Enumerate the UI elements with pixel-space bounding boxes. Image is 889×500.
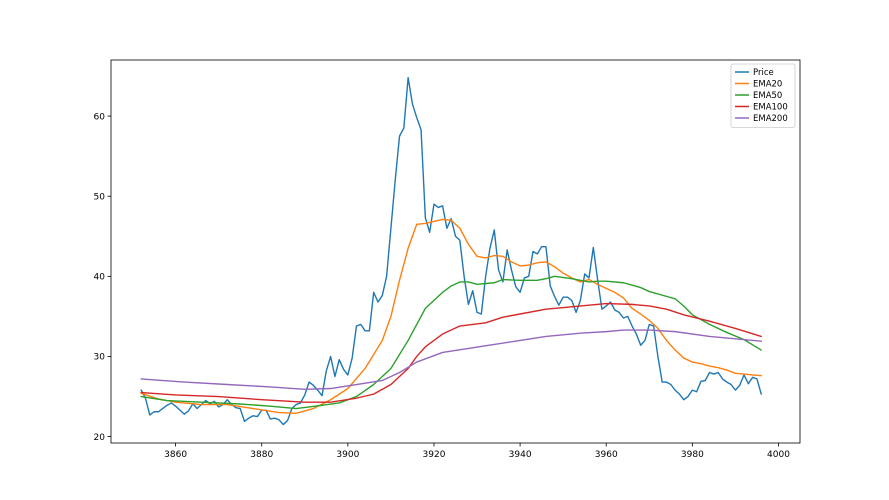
- legend-label-ema50: EMA50: [753, 91, 782, 101]
- legend-label-ema20: EMA20: [753, 80, 782, 90]
- legend-label-ema200: EMA200: [753, 114, 788, 124]
- legend-label-price: Price: [753, 68, 774, 78]
- legend-label-ema100: EMA100: [753, 103, 788, 113]
- axes-frame: [110, 59, 801, 444]
- y-tick-label: 30: [94, 353, 106, 363]
- y-tick-label: 40: [94, 273, 106, 283]
- series-line-ema50: [140, 275, 762, 410]
- y-tick-label: 60: [94, 112, 106, 122]
- legend-box: [730, 63, 796, 128]
- x-tick-label: 3880: [250, 450, 273, 460]
- series-line-price: [140, 76, 762, 426]
- plot-area: [140, 76, 762, 426]
- series-line-ema200: [140, 329, 762, 391]
- x-tick-label: 4000: [767, 450, 790, 460]
- x-tick-label: 3960: [595, 450, 618, 460]
- x-tick-label: 3860: [164, 450, 187, 460]
- x-tick-label: 3980: [681, 450, 704, 460]
- y-tick-label: 50: [94, 192, 106, 202]
- x-tick-label: 3920: [423, 450, 446, 460]
- x-tick-label: 3900: [336, 450, 359, 460]
- y-tick-label: 20: [94, 433, 106, 443]
- x-tick-label: 3940: [509, 450, 532, 460]
- axes: 3860 3880 3900 3920 3940 3960 3980 4000 20 30 40 50…: [94, 59, 801, 460]
- series-line-ema20: [140, 218, 762, 415]
- series-line-ema100: [140, 302, 762, 403]
